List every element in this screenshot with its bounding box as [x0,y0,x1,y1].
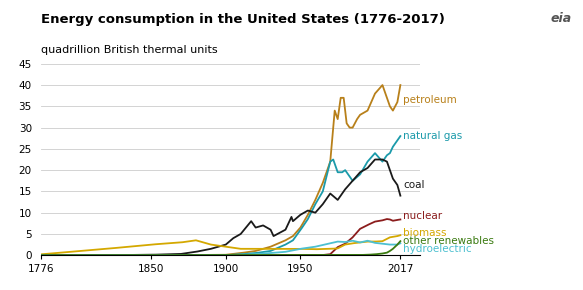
Text: natural gas: natural gas [403,131,462,141]
Text: quadrillion British thermal units: quadrillion British thermal units [41,45,217,55]
Text: hydroelectric: hydroelectric [403,244,472,254]
Text: eia: eia [550,12,571,25]
Text: coal: coal [403,180,425,190]
Text: petroleum: petroleum [403,95,457,105]
Text: nuclear: nuclear [403,211,442,221]
Text: biomass: biomass [403,228,447,238]
Text: Energy consumption in the United States (1776-2017): Energy consumption in the United States … [41,13,445,26]
Text: other renewables: other renewables [403,236,494,246]
